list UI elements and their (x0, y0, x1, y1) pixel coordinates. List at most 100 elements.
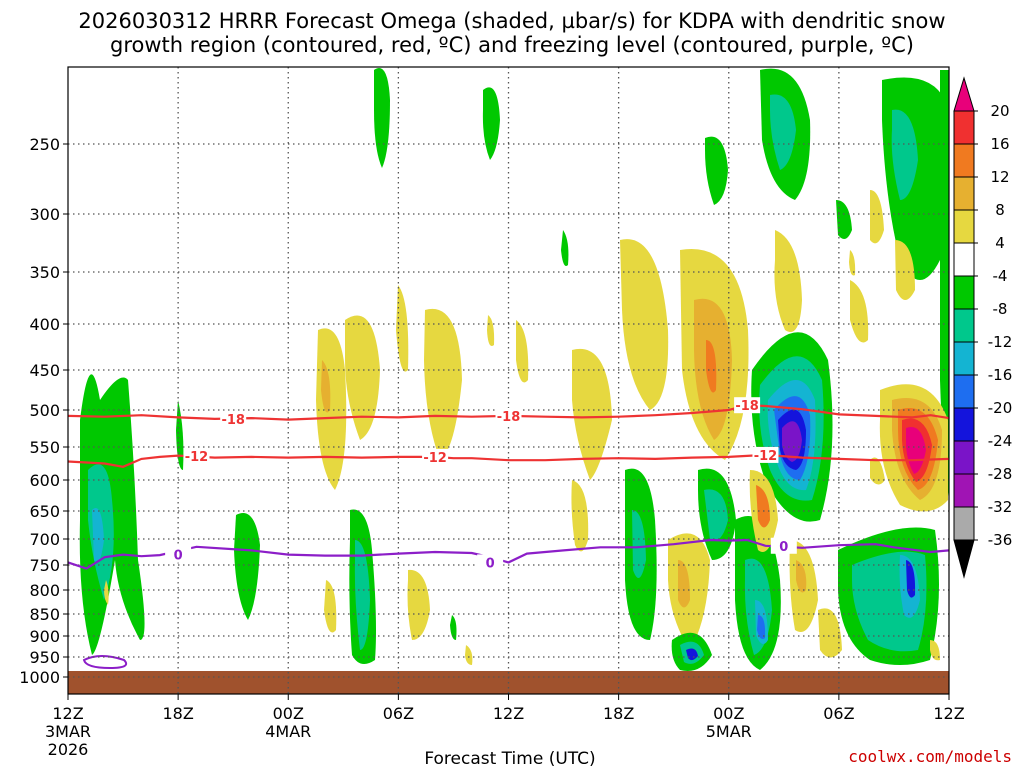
omega-region (891, 109, 918, 200)
omega-region (407, 569, 430, 640)
omega-shading (79, 68, 949, 671)
omega-region (870, 457, 885, 485)
omega-region (705, 136, 728, 205)
y-tick-label: 1000 (19, 668, 60, 687)
omega-region (632, 510, 646, 578)
plot-area: -18 -18 -18 -12 -12 -12 0 0 0 (67, 66, 950, 695)
colorbar-label: -16 (988, 366, 1013, 384)
x-tick-label: 06Z (383, 704, 414, 723)
x-tick-date-label: 4MAR (265, 722, 311, 741)
colorbar-swatch (953, 341, 975, 376)
chart-title-line-1: 2026030312 HRRR Forecast Omega (shaded, … (78, 9, 945, 33)
omega-region (930, 640, 940, 661)
x-tick-label: 18Z (603, 704, 634, 723)
contour-label-bg (734, 397, 761, 414)
colorbar-swatch (953, 407, 975, 442)
contour-label: -18 (221, 413, 245, 428)
y-tick-label: 650 (29, 502, 60, 521)
x-tick-label: 12Z (52, 704, 83, 723)
colorbar-label: 8 (995, 201, 1005, 219)
x-tick-date-label: 5MAR (706, 722, 752, 741)
omega-region (782, 421, 802, 462)
omega-region (424, 308, 462, 460)
omega-region (850, 280, 869, 343)
omega-region (895, 240, 915, 300)
omega-region (234, 513, 260, 620)
x-tick-label: 12Z (493, 704, 524, 723)
omega-region (818, 608, 842, 658)
omega-region (704, 489, 728, 541)
x-tick-date-label: 3MAR (45, 722, 91, 741)
contour-label-bg (165, 546, 192, 563)
omega-region (756, 485, 770, 528)
contour-label-bg (183, 448, 210, 465)
contour-label: 0 (779, 540, 788, 555)
y-tick-label: 450 (29, 361, 60, 380)
contour-label: -12 (423, 451, 447, 466)
y-tick-label: 550 (29, 438, 60, 457)
contour-label-bg (220, 410, 247, 427)
x-tick-label: 06Z (823, 704, 854, 723)
colorbar-label: -8 (993, 300, 1008, 318)
colorbar-label: -36 (988, 531, 1013, 549)
temperature-contours: -18 -18 -18 -12 -12 -12 0 0 0 (67, 397, 950, 571)
y-tick-label: 300 (29, 205, 60, 224)
credit-link[interactable]: coolwx.com/models (848, 747, 1012, 766)
omega-region (678, 560, 690, 608)
omega-region (940, 70, 949, 500)
colorbar-swatch (953, 440, 975, 475)
omega-region (92, 508, 104, 563)
omega-region (796, 560, 807, 593)
colorbar-label: -32 (988, 498, 1013, 516)
colorbar-cap-top (953, 76, 975, 112)
omega-region (374, 68, 390, 168)
omega-region (906, 560, 916, 598)
colorbar-swatch (953, 275, 975, 310)
grid-lines (68, 67, 949, 694)
contour-label-bg (477, 554, 504, 571)
omega-region (450, 615, 457, 640)
omega-region (104, 580, 109, 605)
omega-region (757, 615, 766, 639)
contour-label: 0 (486, 556, 495, 571)
omega-region (706, 340, 717, 393)
colorbar-swatch (953, 473, 975, 508)
omega-region (770, 94, 796, 170)
colorbar-swatch (953, 143, 975, 178)
omega-region (482, 87, 500, 160)
y-tick-label: 700 (29, 530, 60, 549)
colorbar-swatch (953, 506, 975, 541)
colorbar-swatch (953, 110, 975, 145)
colorbar-swatch (953, 209, 975, 244)
omega-region (487, 315, 495, 346)
y-tick-label: 800 (29, 581, 60, 600)
y-tick-label: 600 (29, 471, 60, 490)
omega-region (849, 250, 856, 276)
omega-region (324, 580, 337, 633)
x-tick-label: 00Z (273, 704, 304, 723)
contour-dendritic-bottom (67, 453, 950, 468)
y-tick-label: 900 (29, 627, 60, 646)
y-tick-label: 250 (29, 135, 60, 154)
contour-label: -18 (497, 410, 521, 425)
x-axis-title: Forecast Time (UTC) (424, 749, 595, 768)
omega-colorbar: 20 16 12 8 4 -4 -8 -12 -16 -20 -24 -28 -32 -36 (953, 76, 1013, 579)
omega-region (572, 348, 612, 480)
contour-label: -12 (754, 449, 778, 464)
colorbar-swatch (953, 242, 975, 277)
contour-label: 0 (174, 549, 183, 564)
omega-region (321, 360, 331, 413)
contour-label: -18 (735, 399, 759, 414)
x-tick-label: 00Z (713, 704, 744, 723)
x-tick-label: 18Z (162, 704, 193, 723)
colorbar-label: -12 (988, 333, 1013, 351)
omega-region (870, 190, 884, 244)
x-tick-label: 12Z (933, 704, 964, 723)
colorbar-cap-bottom (953, 539, 975, 579)
colorbar-swatch (953, 374, 975, 409)
omega-region (906, 426, 926, 474)
omega-region (774, 230, 802, 332)
y-tick-label: 400 (29, 315, 60, 334)
y-tick-label: 350 (29, 263, 60, 282)
